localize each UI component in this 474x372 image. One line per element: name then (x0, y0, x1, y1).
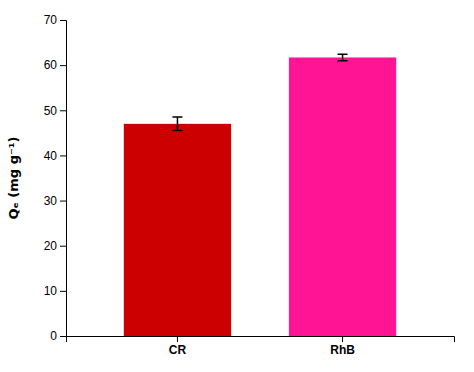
x-axis-line (67, 337, 455, 343)
y-tick-mark (60, 246, 66, 247)
plot: 0 10 20 30 40 50 60 70 CR RhB (44, 13, 455, 356)
chart-svg: 0 10 20 30 40 50 60 70 CR RhB Qₑ (mg g⁻¹) (0, 0, 474, 372)
y-tick-mark (60, 20, 66, 21)
y-tick-label: 0 (50, 329, 57, 343)
y-tick-label: 20 (44, 239, 58, 253)
y-tick: 20 (44, 239, 66, 253)
y-tick-label: 40 (44, 149, 58, 163)
y-tick-mark (60, 155, 66, 156)
bar (289, 57, 396, 336)
y-tick: 50 (44, 104, 66, 118)
x-axis: CR RhB (67, 336, 455, 357)
x-tick-mark (177, 336, 178, 342)
x-tick: CR (169, 336, 187, 357)
x-tick-label: RhB (330, 343, 355, 357)
y-tick: 0 (50, 329, 66, 343)
y-tick-label: 30 (44, 194, 58, 208)
y-tick-label: 70 (44, 13, 58, 27)
y-tick: 70 (44, 13, 66, 27)
y-axis-line (60, 21, 67, 337)
x-tick-label: CR (169, 343, 187, 357)
y-tick-mark (60, 201, 66, 202)
y-tick-label: 60 (44, 58, 58, 72)
bar (124, 124, 231, 336)
y-tick-label: 50 (44, 104, 58, 118)
y-tick: 60 (44, 58, 66, 72)
y-tick-mark (60, 65, 66, 66)
error-bar (172, 117, 182, 131)
y-tick-mark (60, 336, 66, 337)
y-axis: 0 10 20 30 40 50 60 70 (44, 13, 67, 343)
y-tick-mark (60, 110, 66, 111)
x-tick: RhB (330, 336, 355, 357)
y-tick-label: 10 (44, 284, 58, 298)
x-tick-mark (342, 336, 343, 342)
chart-container: 0 10 20 30 40 50 60 70 CR RhB Qₑ (mg g⁻¹) (0, 0, 474, 372)
y-axis-title: Qₑ (mg g⁻¹) (6, 137, 21, 220)
marks (124, 54, 396, 336)
y-tick: 40 (44, 149, 66, 163)
error-bar (338, 54, 348, 60)
y-tick: 10 (44, 284, 66, 298)
y-tick-mark (60, 291, 66, 292)
y-tick: 30 (44, 194, 66, 208)
